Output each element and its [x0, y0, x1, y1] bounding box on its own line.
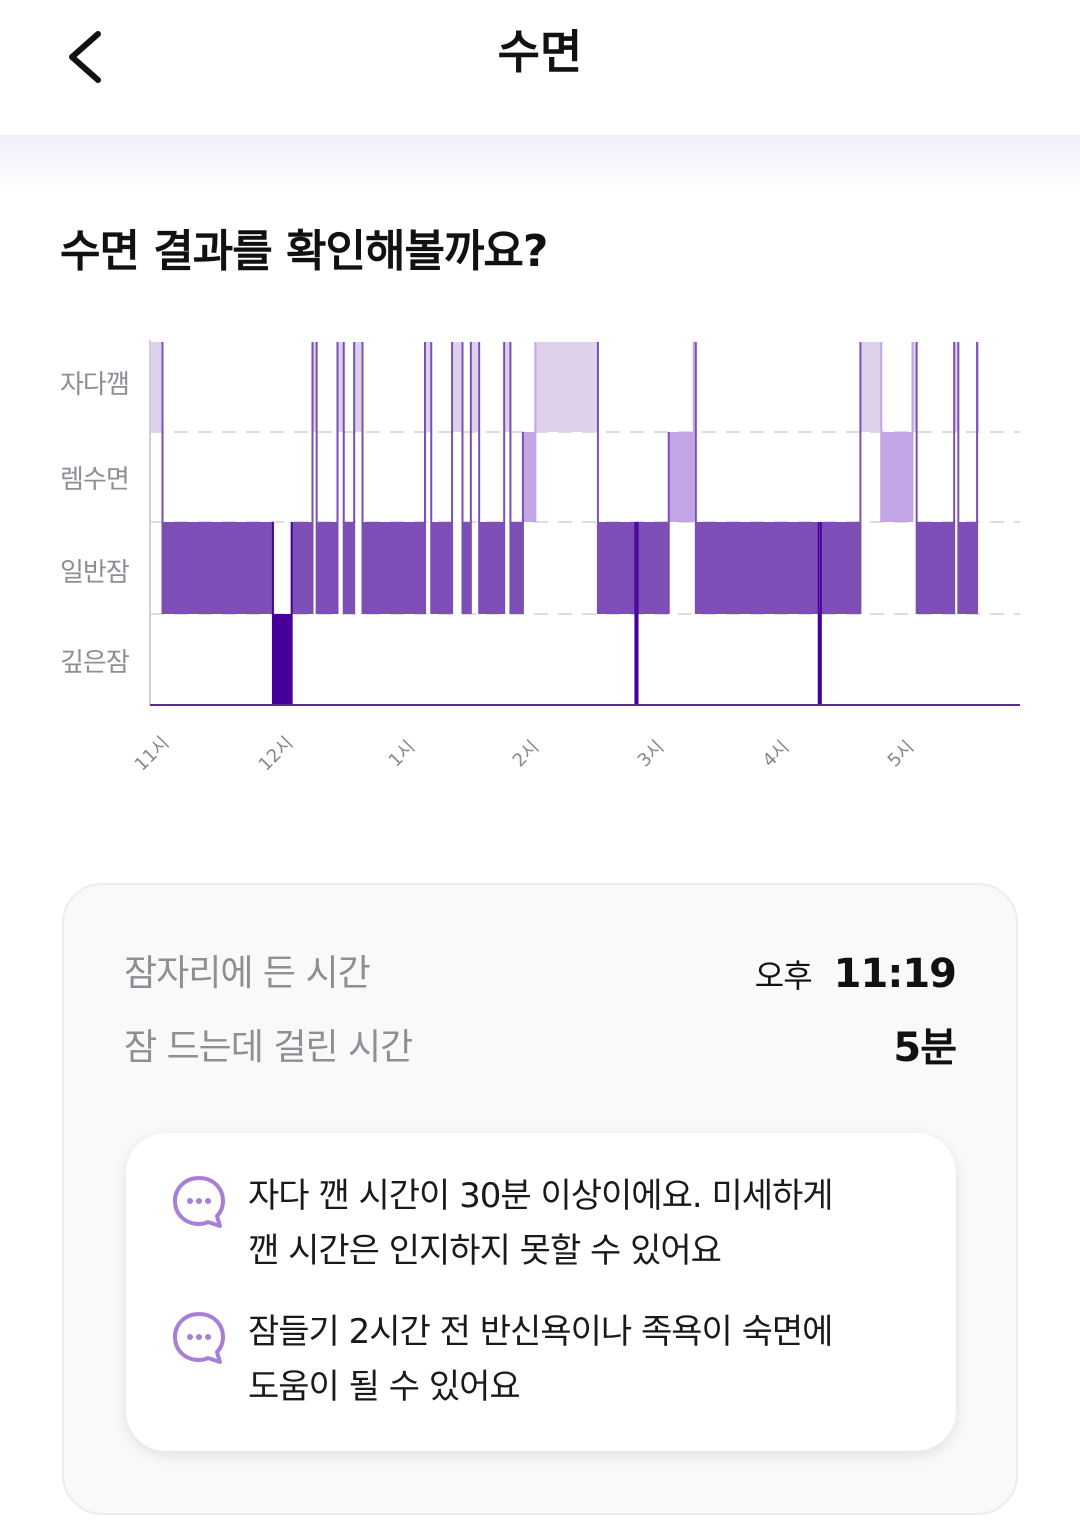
back-button[interactable] [50, 22, 120, 92]
sleep-stage-bar [362, 522, 425, 614]
tip-text-line: 잠들기 2시간 전 반신욕이나 족욕이 숙면에 [248, 1312, 833, 1352]
sleep-stage-bar [431, 522, 453, 614]
sleep-stage-bar [510, 522, 523, 614]
sleep-stage-bar [462, 522, 471, 614]
sleep-stage-bar [354, 342, 363, 432]
latency-label: 잠 드는데 걸린 시간 [124, 1027, 413, 1068]
tips-box: 자다 깬 시간이 30분 이상이에요. 미세하게 깬 시간은 인지하지 못할 수… [126, 1133, 956, 1451]
stage-label-rem: 렘수면 [60, 465, 130, 495]
sleep-stage-bar [958, 522, 978, 614]
sleep-stage-bar [954, 342, 959, 432]
sleep-stage-bar [818, 614, 821, 704]
tip-text-line: 자다 깬 시간이 30분 이상이에요. 미세하게 [248, 1176, 834, 1216]
tip-text-line: 도움이 될 수 있어요 [248, 1367, 521, 1407]
sleep-stage-bar [693, 342, 696, 432]
sleep-stage-bar [337, 342, 344, 432]
sleep-stage-bar [820, 522, 861, 614]
bedtime-time: 11:19 [833, 951, 957, 997]
sleep-stage-bar [695, 522, 819, 614]
sleep-stage-bar [470, 342, 480, 432]
sleep-stage-chart: 자다깸 렘수면 일반잠 깊은잠 11시 12시 1시 2시 3시 4시 5시 [0, 320, 1080, 790]
chat-bubble-icon [173, 1312, 225, 1364]
section-heading: 수면 결과를 확인해볼까요? [60, 226, 548, 277]
sleep-stage-bar [291, 522, 313, 614]
sleep-stage-bar [452, 342, 463, 432]
chat-bubble-icon [173, 1176, 225, 1228]
stage-label-deep: 깊은잠 [60, 648, 130, 678]
sleep-stage-bar [316, 522, 338, 614]
chevron-left-icon [69, 31, 101, 83]
header-shadow [0, 135, 1080, 190]
bedtime-ampm: 오후 [754, 957, 813, 995]
chart-plot-area [149, 340, 1020, 706]
bedtime-label: 잠자리에 든 시간 [124, 953, 371, 994]
sleep-stage-bar [597, 522, 636, 614]
sleep-stage-bar [977, 342, 980, 432]
sleep-stage-bar [860, 342, 882, 432]
bedtime-value: 오후 11:19 [754, 949, 957, 1001]
stage-label-awake: 자다깸 [60, 370, 130, 400]
page-title: 수면 [497, 25, 583, 79]
sleep-stage-bar [150, 342, 163, 432]
sleep-stage-bar [535, 342, 598, 432]
sleep-stage-bar [668, 432, 694, 522]
latency-value: 5분 [893, 1025, 957, 1071]
sleep-stage-bar [635, 614, 638, 704]
sleep-stage-bar [637, 522, 669, 614]
sleep-stage-bar [916, 522, 955, 614]
sleep-stage-bar [162, 522, 273, 614]
tip-text-line: 깬 시간은 인지하지 못할 수 있어요 [248, 1231, 722, 1271]
stage-label-light: 일반잠 [60, 558, 130, 588]
sleep-stage-bar [312, 342, 317, 432]
summary-card: 잠자리에 든 시간 오후 11:19 잠 드는데 걸린 시간 5분 자다 깬 시간… [62, 883, 1018, 1515]
sleep-stage-bar [912, 342, 917, 432]
sleep-stage-bar [479, 522, 505, 614]
sleep-stage-bar [522, 432, 536, 522]
sleep-stage-bar [272, 614, 292, 704]
sleep-stage-bar [425, 342, 432, 432]
app-header: 수면 [0, 0, 1080, 135]
sleep-stage-bar [504, 342, 511, 432]
sleep-stage-bar [881, 432, 913, 522]
sleep-stage-bar [343, 522, 355, 614]
